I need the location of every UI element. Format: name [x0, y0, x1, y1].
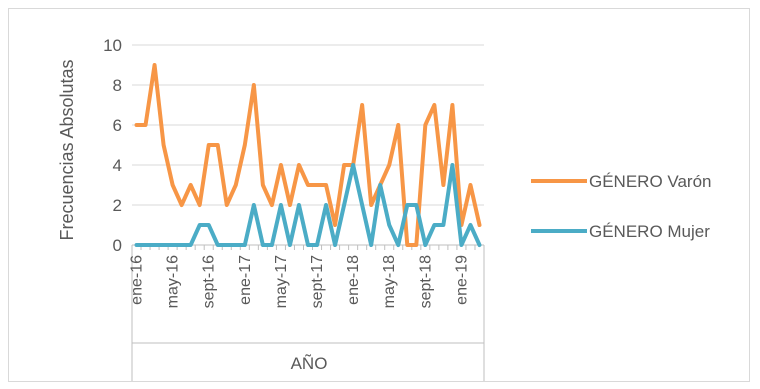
x-tick-label: may-18 — [381, 255, 398, 308]
legend: GÉNERO Varón GÉNERO Mujer — [531, 172, 712, 241]
x-axis-label: AÑO — [291, 354, 328, 373]
y-axis-tick-labels: 0 2 4 6 8 10 — [103, 36, 122, 255]
y-axis-label: Frecuencias Absolutas — [57, 59, 77, 240]
x-tick-label: ene-18 — [345, 255, 362, 305]
x-axis: ene-16 may-16 sept-16 ene-17 may-17 sept-17 en… — [129, 244, 485, 381]
legend-label: GÉNERO Varón — [589, 172, 712, 191]
series-line-varon — [134, 63, 482, 247]
y-tick-label: 2 — [113, 196, 122, 215]
x-tick-label: ene-19 — [453, 255, 470, 305]
line-chart: ene-16 may-16 sept-16 ene-17 may-17 sept-17 en… — [57, 36, 712, 381]
x-tick-label: sept-16 — [201, 255, 218, 308]
y-tick-label: 10 — [103, 36, 122, 55]
x-tick-label: ene-16 — [129, 255, 146, 305]
x-tick-label: ene-17 — [237, 255, 254, 305]
y-tick-label: 6 — [113, 116, 122, 135]
y-tick-label: 4 — [113, 156, 122, 175]
legend-label: GÉNERO Mujer — [589, 222, 710, 241]
y-tick-label: 0 — [113, 236, 122, 255]
x-tick-label: sept-18 — [417, 255, 434, 308]
y-tick-label: 8 — [113, 76, 122, 95]
x-tick-label: may-17 — [273, 255, 290, 308]
x-tick-label: sept-17 — [309, 255, 326, 308]
series-lines — [134, 63, 482, 247]
chart-frame: ene-16 may-16 sept-16 ene-17 may-17 sept-17 en… — [8, 8, 750, 382]
gridlines — [132, 44, 484, 246]
series-line-mujer — [134, 163, 482, 247]
x-tick-label: may-16 — [165, 255, 182, 308]
